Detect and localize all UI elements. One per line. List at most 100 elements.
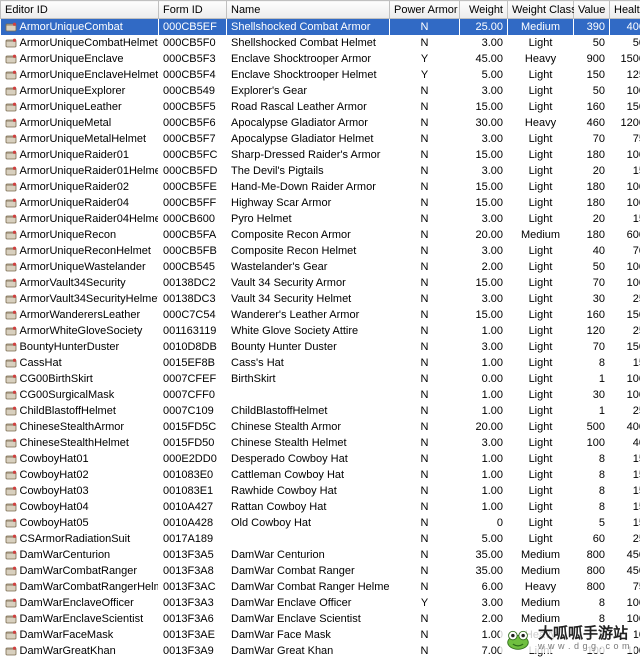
cell-val: 50 (574, 35, 610, 51)
cell-hp: 15 (610, 467, 640, 483)
cell-wt: 1.00 (460, 323, 508, 339)
editor-id-cell: ArmorVault34Security (1, 275, 159, 291)
cell-pa: N (390, 211, 460, 227)
cell-pa: N (390, 611, 460, 627)
table-row[interactable]: CassHat0015EF8BCass's HatN1.00Light815 (1, 355, 640, 371)
cell-form: 0013F3A8 (159, 563, 227, 579)
col-header-name[interactable]: Name (227, 1, 390, 19)
table-row[interactable]: ArmorUniqueRaider04Helmet000CB600Pyro He… (1, 211, 640, 227)
col-header-wc[interactable]: Weight Class (508, 1, 574, 19)
table-row[interactable]: ArmorWhiteGloveSociety001163119White Glo… (1, 323, 640, 339)
cell-form: 000CB5F3 (159, 51, 227, 67)
table-row[interactable]: ArmorUniqueExplorer000CB549Explorer's Ge… (1, 83, 640, 99)
table-row[interactable]: DamWarCombatRangerHelm0013F3ACDamWar Com… (1, 579, 640, 595)
table-row[interactable]: CowboyHat050010A428Old Cowboy HatN0Light… (1, 515, 640, 531)
table-row[interactable]: ArmorUniqueRecon000CB5FAComposite Recon … (1, 227, 640, 243)
cell-pa: N (390, 131, 460, 147)
editor-id-cell: ArmorUniqueRaider01Helmet (1, 163, 159, 179)
col-header-form[interactable]: Form ID (159, 1, 227, 19)
table-row[interactable]: ArmorUniqueRaider01000CB5FCSharp-Dressed… (1, 147, 640, 163)
cell-hp: 1500 (610, 51, 640, 67)
editor-id-cell: CowboyHat01 (1, 451, 159, 467)
table-row[interactable]: ArmorVault34SecurityHelmet00138DC3Vault … (1, 291, 640, 307)
table-row[interactable]: ArmorUniqueEnclaveHelmet000CB5F4Enclave … (1, 67, 640, 83)
col-header-hp[interactable]: Health (610, 1, 640, 19)
cell-wc: Light (508, 83, 574, 99)
table-row[interactable]: ArmorUniqueReconHelmet000CB5FBComposite … (1, 243, 640, 259)
cell-hp: 100 (610, 83, 640, 99)
table-row[interactable]: CowboyHat01000E2DD0Desperado Cowboy HatN… (1, 451, 640, 467)
col-header-pa[interactable]: Power Armor (390, 1, 460, 19)
table-row[interactable]: ArmorUniqueRaider04000CB5FFHighway Scar … (1, 195, 640, 211)
table-row[interactable]: ArmorUniqueCombat000CB5EFShellshocked Co… (1, 19, 640, 35)
table-row[interactable]: ArmorWanderersLeather000C7C54Wanderer's … (1, 307, 640, 323)
editor-id-text: DamWarFaceMask (20, 629, 114, 641)
cell-hp: 50 (610, 35, 640, 51)
table-row[interactable]: ArmorUniqueWastelander000CB545Wastelande… (1, 259, 640, 275)
cell-pa: N (390, 435, 460, 451)
editor-id-cell: CowboyHat04 (1, 499, 159, 515)
table-row[interactable]: ArmorUniqueEnclave000CB5F3Enclave Shockt… (1, 51, 640, 67)
table-row[interactable]: CG00BirthSkirt0007CFEFBirthSkirtN0.00Lig… (1, 371, 640, 387)
col-header-wt[interactable]: Weight (460, 1, 508, 19)
editor-id-cell: ArmorUniqueCombatHelmet (1, 35, 159, 51)
cell-form: 0013F3AE (159, 627, 227, 643)
table-row[interactable]: DamWarCenturion0013F3A5DamWar CenturionN… (1, 547, 640, 563)
cell-val: 20 (574, 163, 610, 179)
table-row[interactable]: CowboyHat02001083E0Cattleman Cowboy HatN… (1, 467, 640, 483)
cell-hp: 100 (610, 275, 640, 291)
table-row[interactable]: CSArmorRadiationSuit0017A189N5.00Light60… (1, 531, 640, 547)
cell-name: DamWar Centurion (227, 547, 390, 563)
cell-name: Shellshocked Combat Armor (227, 19, 390, 35)
table-row[interactable]: DamWarEnclaveOfficer0013F3A3DamWar Encla… (1, 595, 640, 611)
cell-name (227, 387, 390, 403)
table-row[interactable]: DamWarCombatRanger0013F3A8DamWar Combat … (1, 563, 640, 579)
watermark-text: 大呱呱手游站 (538, 626, 630, 641)
cell-pa: N (390, 531, 460, 547)
table-row[interactable]: ChildBlastoffHelmet0007C109ChildBlastoff… (1, 403, 640, 419)
editor-id-cell: ArmorUniqueLeather (1, 99, 159, 115)
cell-wt: 3.00 (460, 291, 508, 307)
table-row[interactable]: CowboyHat040010A427Rattan Cowboy HatN1.0… (1, 499, 640, 515)
cell-form: 000CB5F4 (159, 67, 227, 83)
armor-table: Editor IDForm IDNamePower ArmorWeightWei… (0, 0, 640, 657)
cell-wc: Medium (508, 563, 574, 579)
cell-pa: N (390, 35, 460, 51)
table-row[interactable]: ArmorUniqueCombatHelmet000CB5F0Shellshoc… (1, 35, 640, 51)
cell-val: 390 (574, 19, 610, 35)
cell-form: 001083E0 (159, 467, 227, 483)
editor-id-text: CowboyHat05 (20, 517, 89, 529)
cell-name: Apocalypse Gladiator Helmet (227, 131, 390, 147)
table-row[interactable]: ChineseStealthHelmet0015FD50Chinese Stea… (1, 435, 640, 451)
table-row[interactable]: ArmorUniqueRaider01Helmet000CB5FDThe Dev… (1, 163, 640, 179)
table-row[interactable]: ArmorVault34Security00138DC2Vault 34 Sec… (1, 275, 640, 291)
table-row[interactable]: ArmorUniqueLeather000CB5F5Road Rascal Le… (1, 99, 640, 115)
cell-form: 0010D8DB (159, 339, 227, 355)
editor-id-cell: DamWarCenturion (1, 547, 159, 563)
cell-wt: 3.00 (460, 131, 508, 147)
editor-id-cell: ArmorWhiteGloveSociety (1, 323, 159, 339)
cell-hp: 400 (610, 419, 640, 435)
col-header-editor[interactable]: Editor ID (1, 1, 159, 19)
table-row[interactable]: CowboyHat03001083E1Rawhide Cowboy HatN1.… (1, 483, 640, 499)
cell-hp: 25 (610, 291, 640, 307)
table-row[interactable]: ArmorUniqueMetalHelmet000CB5F7Apocalypse… (1, 131, 640, 147)
cell-wc: Light (508, 515, 574, 531)
cell-name: Pyro Helmet (227, 211, 390, 227)
cell-hp: 125 (610, 67, 640, 83)
cell-form: 000CB5FA (159, 227, 227, 243)
object-window-list[interactable]: Editor IDForm IDNamePower ArmorWeightWei… (0, 0, 640, 657)
table-row[interactable]: ChineseStealthArmor0015FD5CChinese Steal… (1, 419, 640, 435)
table-row[interactable]: ArmorUniqueRaider02000CB5FEHand-Me-Down … (1, 179, 640, 195)
cell-wt: 3.00 (460, 35, 508, 51)
editor-id-text: DamWarCombatRanger (20, 565, 138, 577)
col-header-val[interactable]: Value (574, 1, 610, 19)
cell-name: Hand-Me-Down Raider Armor (227, 179, 390, 195)
table-row[interactable]: CG00SurgicalMask0007CFF0N1.00Light30100 (1, 387, 640, 403)
cell-form: 0015FD50 (159, 435, 227, 451)
cell-form: 000CB545 (159, 259, 227, 275)
editor-id-text: ArmorVault34Security (20, 277, 126, 289)
editor-id-cell: CowboyHat03 (1, 483, 159, 499)
table-row[interactable]: BountyHunterDuster0010D8DBBounty Hunter … (1, 339, 640, 355)
table-row[interactable]: ArmorUniqueMetal000CB5F6Apocalypse Gladi… (1, 115, 640, 131)
